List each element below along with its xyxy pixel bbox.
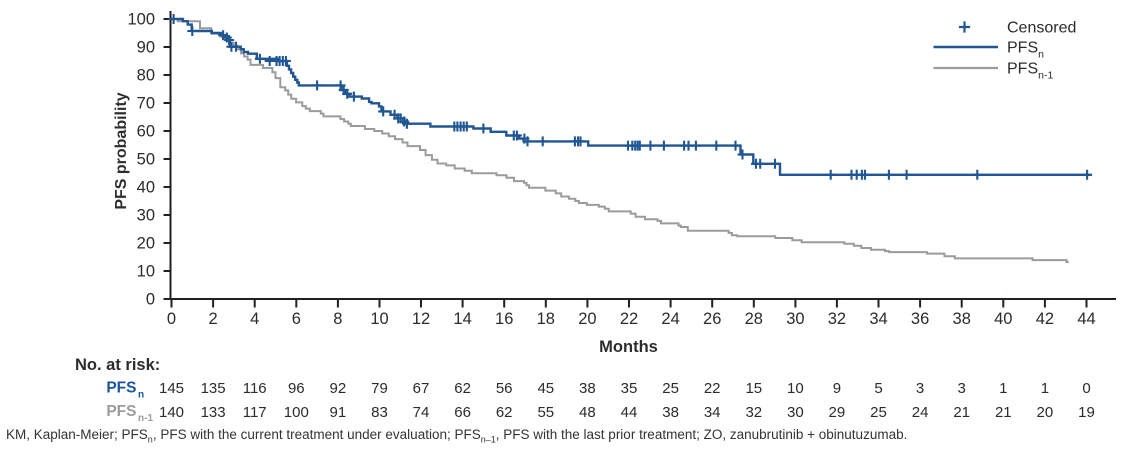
svg-text:135: 135 xyxy=(201,380,226,397)
svg-text:0: 0 xyxy=(167,310,176,328)
svg-text:36: 36 xyxy=(911,310,929,328)
svg-text:PFS probability: PFS probability xyxy=(113,92,130,209)
svg-text:10: 10 xyxy=(137,263,155,281)
svg-text:30: 30 xyxy=(787,404,804,421)
svg-text:145: 145 xyxy=(159,380,184,397)
svg-text:Months: Months xyxy=(599,338,658,356)
svg-text:21: 21 xyxy=(995,404,1012,421)
svg-text:20: 20 xyxy=(137,235,155,253)
svg-text:3: 3 xyxy=(916,380,924,397)
svg-text:48: 48 xyxy=(579,404,596,421)
svg-text:91: 91 xyxy=(330,404,347,421)
svg-text:66: 66 xyxy=(454,404,471,421)
svg-text:1: 1 xyxy=(999,380,1007,397)
svg-text:0: 0 xyxy=(146,291,155,309)
svg-text:25: 25 xyxy=(662,380,679,397)
svg-text:0: 0 xyxy=(1082,380,1090,397)
svg-text:42: 42 xyxy=(1036,310,1054,328)
svg-text:96: 96 xyxy=(288,380,305,397)
svg-text:44: 44 xyxy=(1077,310,1095,328)
svg-text:21: 21 xyxy=(953,404,970,421)
svg-text:90: 90 xyxy=(137,39,155,57)
svg-text:117: 117 xyxy=(243,404,267,421)
svg-text:29: 29 xyxy=(829,404,846,421)
svg-text:56: 56 xyxy=(496,380,513,397)
svg-text:133: 133 xyxy=(201,404,226,421)
svg-text:PFSn-1: PFSn-1 xyxy=(1007,61,1053,82)
svg-text:28: 28 xyxy=(745,310,763,328)
svg-text:38: 38 xyxy=(953,310,971,328)
svg-text:25: 25 xyxy=(870,404,887,421)
svg-text:40: 40 xyxy=(994,310,1012,328)
svg-text:24: 24 xyxy=(912,404,929,421)
svg-text:60: 60 xyxy=(137,123,155,141)
svg-text:38: 38 xyxy=(579,380,596,397)
svg-text:2: 2 xyxy=(209,310,218,328)
svg-text:100: 100 xyxy=(127,11,155,29)
svg-text:3: 3 xyxy=(958,380,966,397)
svg-text:38: 38 xyxy=(662,404,679,421)
svg-text:70: 70 xyxy=(137,95,155,113)
svg-text:34: 34 xyxy=(704,404,721,421)
svg-text:No. at risk:: No. at risk: xyxy=(75,356,160,374)
svg-text:6: 6 xyxy=(292,310,301,328)
svg-text:32: 32 xyxy=(828,310,846,328)
svg-text:Censored: Censored xyxy=(1007,20,1076,37)
svg-text:KM, Kaplan-Meier; PFSn, PFS wi: KM, Kaplan-Meier; PFSn, PFS with the cur… xyxy=(6,427,907,445)
svg-text:4: 4 xyxy=(250,310,259,328)
svg-text:100: 100 xyxy=(284,404,309,421)
svg-text:67: 67 xyxy=(413,380,430,397)
svg-text:22: 22 xyxy=(620,310,638,328)
svg-text:20: 20 xyxy=(1037,404,1054,421)
svg-text:8: 8 xyxy=(333,310,342,328)
svg-text:40: 40 xyxy=(137,179,155,197)
svg-text:32: 32 xyxy=(745,404,762,421)
svg-text:1: 1 xyxy=(1041,380,1049,397)
svg-text:10: 10 xyxy=(370,310,388,328)
svg-text:12: 12 xyxy=(412,310,430,328)
svg-text:n-1: n-1 xyxy=(138,413,153,424)
svg-text:30: 30 xyxy=(137,207,155,225)
svg-text:24: 24 xyxy=(661,310,679,328)
svg-text:22: 22 xyxy=(704,380,721,397)
svg-text:26: 26 xyxy=(703,310,721,328)
svg-text:44: 44 xyxy=(621,404,638,421)
svg-text:92: 92 xyxy=(330,380,347,397)
svg-text:79: 79 xyxy=(371,380,388,397)
svg-text:62: 62 xyxy=(454,380,471,397)
svg-text:PFSn: PFSn xyxy=(1007,40,1044,61)
svg-text:34: 34 xyxy=(869,310,887,328)
svg-text:62: 62 xyxy=(496,404,513,421)
svg-text:30: 30 xyxy=(786,310,804,328)
svg-text:14: 14 xyxy=(453,310,471,328)
svg-text:116: 116 xyxy=(243,380,267,397)
svg-text:80: 80 xyxy=(137,67,155,85)
svg-text:5: 5 xyxy=(874,380,882,397)
svg-text:45: 45 xyxy=(537,380,554,397)
svg-text:50: 50 xyxy=(137,151,155,169)
svg-text:20: 20 xyxy=(578,310,596,328)
svg-text:16: 16 xyxy=(495,310,513,328)
svg-text:15: 15 xyxy=(745,380,762,397)
svg-text:74: 74 xyxy=(413,404,430,421)
svg-text:18: 18 xyxy=(537,310,555,328)
svg-text:19: 19 xyxy=(1078,404,1095,421)
svg-text:10: 10 xyxy=(787,380,804,397)
svg-text:140: 140 xyxy=(159,404,184,421)
svg-text:35: 35 xyxy=(621,380,638,397)
svg-text:83: 83 xyxy=(371,404,388,421)
svg-text:PFS: PFS xyxy=(106,403,136,420)
svg-text:55: 55 xyxy=(537,404,554,421)
svg-text:PFS: PFS xyxy=(106,380,136,397)
svg-text:9: 9 xyxy=(833,380,841,397)
svg-text:n: n xyxy=(138,390,144,401)
